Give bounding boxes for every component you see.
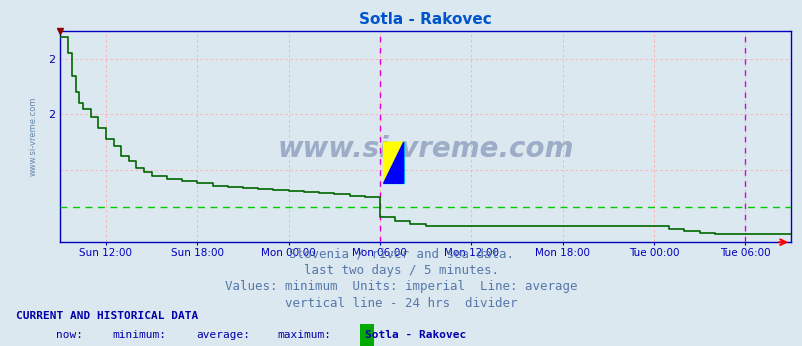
Text: now:: now: [56, 330, 83, 340]
Text: vertical line - 24 hrs  divider: vertical line - 24 hrs divider [285, 297, 517, 310]
Text: last two days / 5 minutes.: last two days / 5 minutes. [304, 264, 498, 277]
Text: Values: minimum  Units: imperial  Line: average: Values: minimum Units: imperial Line: av… [225, 280, 577, 293]
Polygon shape [383, 142, 403, 183]
Text: average:: average: [196, 330, 250, 340]
Text: www.si-vreme.com: www.si-vreme.com [277, 135, 573, 163]
Title: Sotla - Rakovec: Sotla - Rakovec [358, 12, 492, 27]
Text: Slovenia / river and sea data.: Slovenia / river and sea data. [289, 247, 513, 261]
Text: minimum:: minimum: [112, 330, 166, 340]
Text: Sotla - Rakovec: Sotla - Rakovec [365, 330, 466, 340]
Bar [359, 324, 374, 346]
Polygon shape [383, 142, 403, 183]
Text: CURRENT AND HISTORICAL DATA: CURRENT AND HISTORICAL DATA [16, 311, 198, 321]
Text: www.si-vreme.com: www.si-vreme.com [29, 97, 38, 176]
Text: maximum:: maximum: [277, 330, 330, 340]
Polygon shape [383, 142, 403, 183]
